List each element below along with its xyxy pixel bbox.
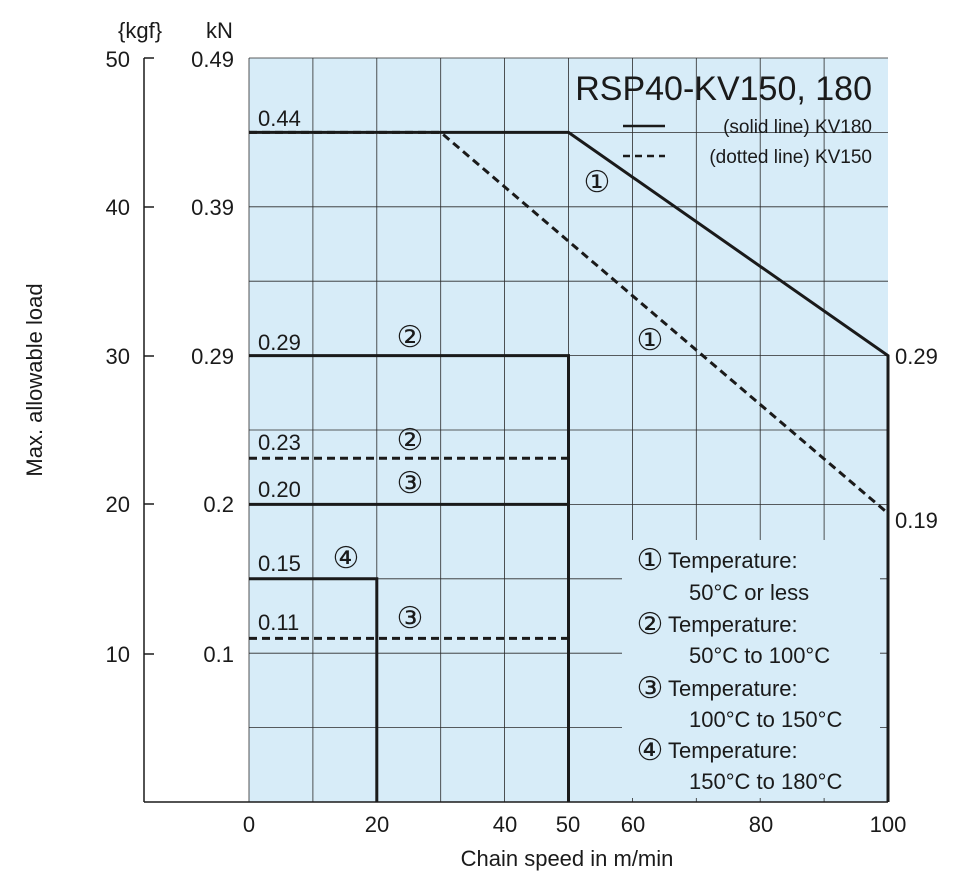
x-tick-label: 20 xyxy=(365,812,389,837)
y-tick-kn-label: 0.29 xyxy=(191,344,234,369)
value-label: 0.29 xyxy=(258,330,301,355)
series-marker: ④ xyxy=(333,542,360,575)
series-marker: ② xyxy=(397,321,424,354)
y-tick-kgf-label: 30 xyxy=(106,344,130,369)
series-marker: ③ xyxy=(397,602,424,635)
series-line-solid-4 xyxy=(249,502,570,802)
y-tick-kgf-label: 10 xyxy=(106,642,130,667)
x-tick-label: 60 xyxy=(621,812,645,837)
x-tick-label: 50 xyxy=(556,812,580,837)
series-marker: ① xyxy=(584,166,611,199)
x-tick-label: 100 xyxy=(870,812,907,837)
y-tick-kn-label: 0.1 xyxy=(203,642,234,667)
note-line2: 100°C to 150°C xyxy=(689,707,842,732)
notes-background xyxy=(622,540,880,798)
note-line1: Temperature: xyxy=(668,738,798,763)
value-label: 0.19 xyxy=(895,508,938,533)
note-marker: ④ xyxy=(637,734,664,767)
y-unit-kn: kN xyxy=(206,18,233,43)
value-label: 0.11 xyxy=(258,610,299,635)
legend-solid-label: (solid line) KV180 xyxy=(723,117,872,138)
note-line1: Temperature: xyxy=(668,612,798,637)
y-tick-kgf-label: 50 xyxy=(106,47,130,72)
note-line1: Temperature: xyxy=(668,676,798,701)
note-marker: ② xyxy=(637,608,664,641)
series-marker: ③ xyxy=(397,467,424,500)
x-tick-label: 40 xyxy=(493,812,517,837)
note-line2: 50°C to 100°C xyxy=(689,643,830,668)
y-tick-kn-label: 0.2 xyxy=(203,492,234,517)
series-marker: ① xyxy=(637,324,664,357)
x-tick-label: 0 xyxy=(243,812,255,837)
y-axis-title: Max. allowable load xyxy=(22,283,47,476)
series-layer xyxy=(249,130,890,802)
series-marker: ② xyxy=(397,424,424,457)
series-line-solid-6 xyxy=(249,577,379,802)
legend-dotted-label: (dotted line) KV150 xyxy=(709,147,872,168)
value-label: 0.15 xyxy=(258,551,301,576)
x-axis-title: Chain speed in m/min xyxy=(461,846,674,871)
value-label: 0.23 xyxy=(258,430,301,455)
y-tick-kgf-label: 20 xyxy=(106,492,130,517)
y-tick-kgf-label: 40 xyxy=(106,195,130,220)
y-unit-kgf: {kgf} xyxy=(118,18,162,43)
note-line2: 50°C or less xyxy=(689,580,809,605)
chart-title: RSP40-KV150, 180 xyxy=(575,70,872,108)
note-line2: 150°C to 180°C xyxy=(689,769,842,794)
note-marker: ③ xyxy=(637,672,664,705)
series-line-dotted-1 xyxy=(249,130,890,802)
y-tick-kn-label: 0.39 xyxy=(191,195,234,220)
value-label: 0.44 xyxy=(258,106,301,131)
note-line1: Temperature: xyxy=(668,548,798,573)
x-tick-label: 80 xyxy=(749,812,773,837)
value-label: 0.20 xyxy=(258,477,301,502)
value-label: 0.29 xyxy=(895,344,938,369)
note-marker: ① xyxy=(637,544,664,577)
y-tick-kn-label: 0.49 xyxy=(191,47,234,72)
